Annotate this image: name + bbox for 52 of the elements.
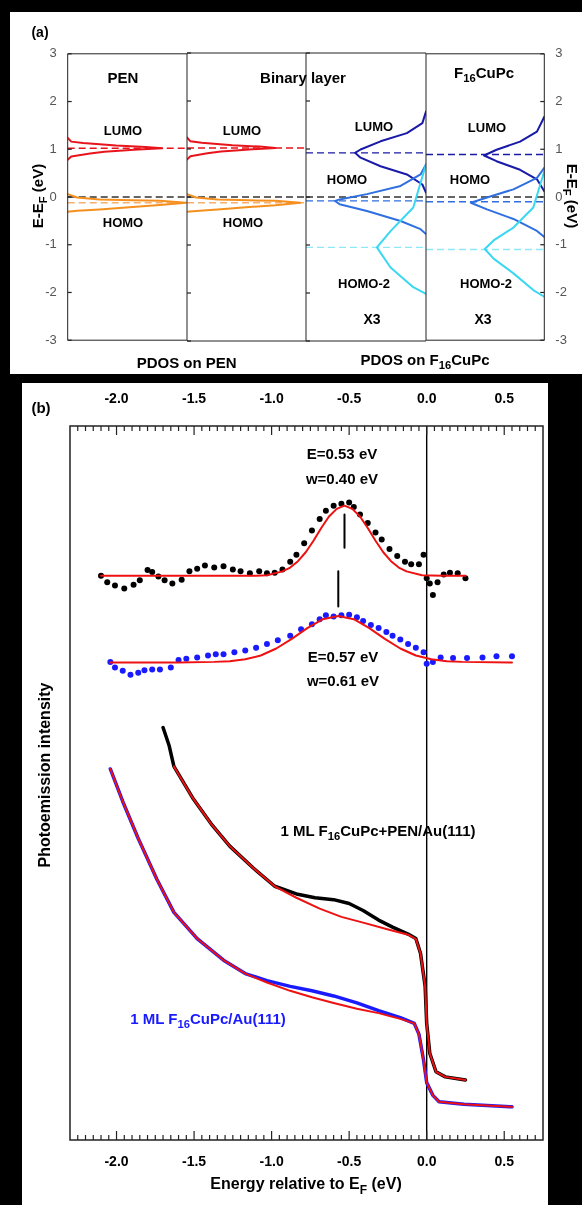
series-label: HOMO-2 (338, 275, 390, 292)
series-label: LUMO (103, 122, 143, 139)
y-tick-label: -3 (45, 331, 57, 347)
annotation: E=0.57 eV (307, 647, 379, 666)
x-axis-title: PDOS on F$_{16}$CuPc (360, 351, 490, 372)
x2-tick-label: -0.5 (337, 390, 362, 407)
y-tick-label: -2 (555, 284, 567, 300)
y-tick-label: 0 (555, 188, 563, 204)
x-tick-label: -1.0 (259, 1153, 284, 1170)
x-tick-label: -0.5 (337, 1153, 362, 1170)
text: w=0.40 eV (305, 469, 379, 488)
text: Binary layer (260, 68, 346, 87)
series-label: 1 ML F$_{16}$CuPc/Au(111) (130, 1010, 286, 1031)
series-label: LUMO (467, 119, 507, 136)
y-tick-label: 2 (555, 93, 563, 109)
series-label: LUMO (354, 118, 394, 135)
y-tick-label: -1 (555, 236, 567, 252)
x-tick-label: -2.0 (104, 1153, 129, 1170)
x2-tick-label: 0.5 (494, 390, 515, 407)
text: E=0.53 eV (306, 444, 378, 463)
x2-tick-label: -1.0 (259, 390, 284, 407)
y-tick-label: 3 (555, 45, 563, 61)
series-label: HOMO (449, 171, 491, 188)
text: PEN (107, 68, 139, 87)
y-tick-label: 1 (49, 140, 57, 156)
y-tick-label: 2 (49, 93, 57, 109)
series-label: HOMO (222, 214, 264, 231)
y-tick-label: 3 (49, 45, 57, 61)
x-tick-label: 0.5 (494, 1153, 515, 1170)
x2-tick-label: -2.0 (104, 390, 129, 407)
x-tick-label: 0.0 (416, 1153, 437, 1170)
annotation: X3 (474, 311, 492, 328)
series-label: HOMO (102, 214, 144, 231)
series-label: HOMO (326, 171, 368, 188)
annotation: w=0.61 eV (306, 671, 380, 690)
text: F$_{16}$CuPc (453, 64, 515, 85)
x-tick-label: -1.5 (182, 1153, 207, 1170)
y-tick-label: 0 (49, 188, 57, 204)
x-axis-title: Energy relative to E$_{F}$ (eV) (210, 1175, 402, 1197)
x2-tick-label: -1.5 (182, 390, 207, 407)
y-tick-label: -3 (555, 331, 567, 347)
y-tick-label: 1 (555, 140, 563, 156)
text: (b) (31, 398, 51, 417)
x-axis-title: PDOS on PEN (136, 353, 237, 372)
y-tick-label: -1 (45, 236, 57, 252)
text: (a) (31, 24, 49, 41)
annotation: X3 (363, 311, 381, 328)
y-axis-title: Photoemission intensity (36, 682, 54, 868)
series-label: HOMO-2 (460, 275, 512, 292)
series-label: LUMO (222, 122, 262, 139)
y-tick-label: -2 (45, 284, 57, 300)
x2-tick-label: 0.0 (416, 390, 437, 407)
